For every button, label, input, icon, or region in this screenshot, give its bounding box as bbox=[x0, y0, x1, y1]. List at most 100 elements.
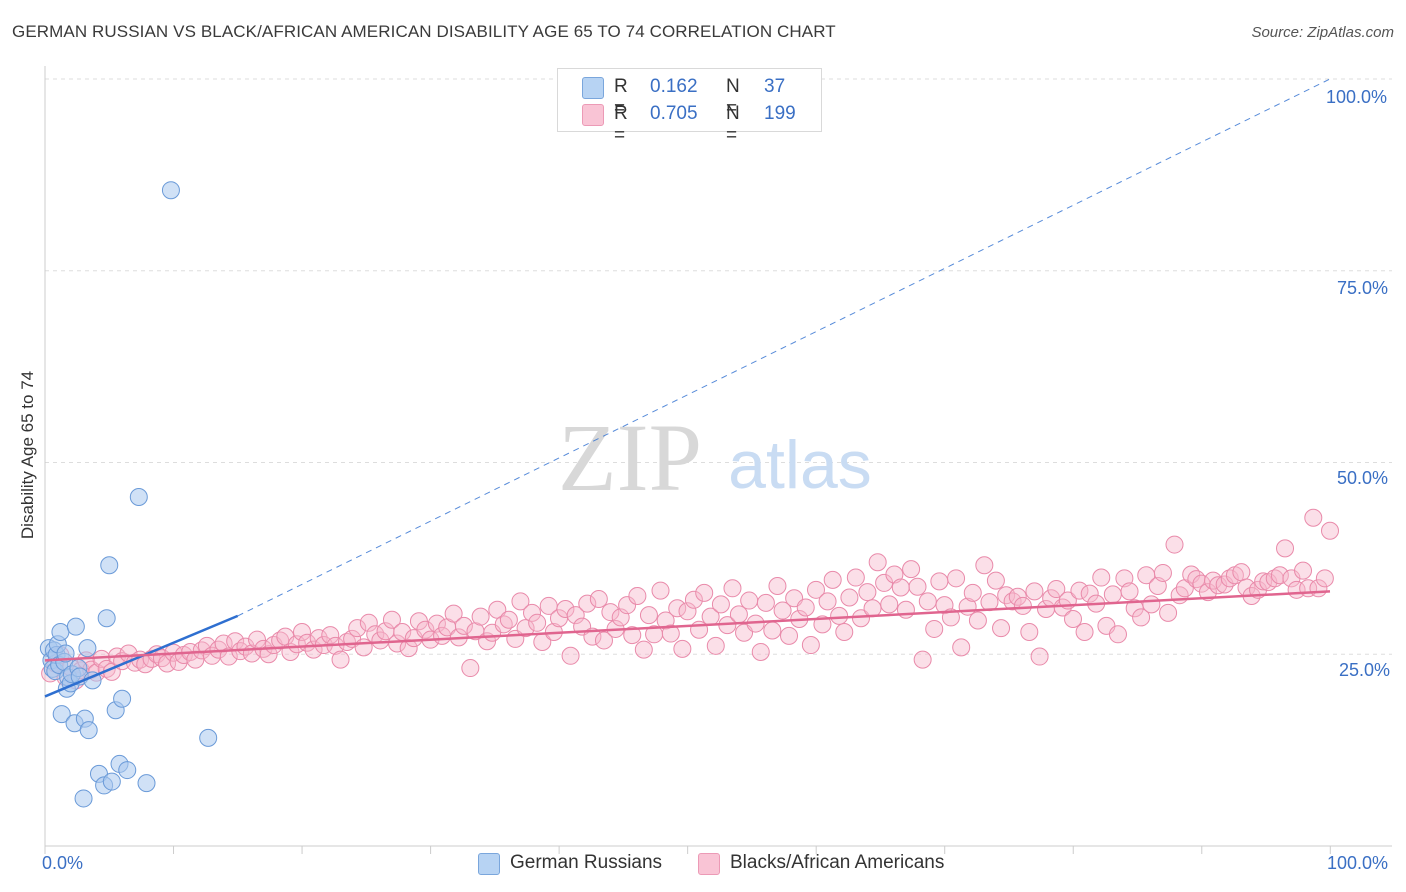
point-blacks-african-americans bbox=[896, 600, 915, 619]
point-blacks-african-americans bbox=[930, 572, 949, 591]
regression-blacks-african-americans bbox=[44, 590, 1331, 662]
point-blacks-african-americans bbox=[1294, 561, 1313, 580]
point-blacks-african-americans bbox=[880, 595, 899, 614]
point-blacks-african-americans bbox=[1008, 587, 1027, 606]
point-blacks-african-americans bbox=[293, 623, 311, 642]
y-tick-25: 25.0% bbox=[1339, 660, 1391, 680]
point-blacks-african-americans bbox=[823, 570, 842, 589]
point-blacks-african-americans bbox=[1125, 599, 1144, 618]
point-blacks-african-americans bbox=[780, 626, 799, 645]
point-blacks-african-americans bbox=[1047, 580, 1066, 599]
regression-german-russians-extension bbox=[237, 78, 1331, 617]
point-blacks-african-americans bbox=[634, 640, 653, 659]
chart-title: GERMAN RUSSIAN VS BLACK/AFRICAN AMERICAN… bbox=[12, 22, 836, 41]
point-blacks-african-americans bbox=[354, 638, 373, 657]
point-blacks-african-americans bbox=[348, 619, 367, 638]
point-blacks-african-americans bbox=[651, 581, 670, 600]
point-blacks-african-americans bbox=[807, 580, 825, 599]
point-blacks-african-americans bbox=[801, 636, 820, 655]
point-blacks-african-americans bbox=[1304, 508, 1323, 527]
point-blacks-african-americans bbox=[454, 616, 473, 635]
point-blacks-african-americans bbox=[1030, 647, 1049, 666]
point-blacks-african-americans bbox=[913, 650, 932, 669]
point-blacks-african-americans bbox=[561, 646, 580, 665]
point-blacks-african-americans bbox=[1142, 595, 1161, 614]
point-blacks-african-americans bbox=[219, 647, 238, 666]
point-blacks-african-americans bbox=[618, 596, 637, 615]
point-blacks-african-americans bbox=[1270, 566, 1289, 585]
point-blacks-african-americans bbox=[840, 588, 859, 607]
legend-n-label: N = bbox=[726, 103, 740, 146]
point-blacks-african-americans bbox=[1080, 584, 1099, 603]
legend-n-label: N = bbox=[726, 76, 740, 119]
point-blacks-african-americans bbox=[678, 602, 697, 621]
point-blacks-african-americans bbox=[1198, 583, 1217, 602]
point-blacks-african-americans bbox=[668, 599, 687, 618]
legend-r-label: R = bbox=[614, 103, 628, 146]
point-blacks-african-americans bbox=[1276, 539, 1295, 558]
point-blacks-african-americans bbox=[952, 638, 971, 657]
point-blacks-african-americans bbox=[918, 592, 937, 611]
point-blacks-african-americans bbox=[1209, 576, 1228, 595]
point-blacks-african-americans bbox=[1013, 596, 1032, 615]
point-blacks-african-americans bbox=[885, 565, 904, 584]
watermark-atlas: atlas bbox=[728, 427, 872, 503]
point-german-russians bbox=[137, 774, 156, 793]
point-blacks-african-americans bbox=[639, 606, 658, 625]
point-blacks-african-americans bbox=[1220, 569, 1239, 588]
point-blacks-african-americans bbox=[331, 650, 350, 669]
y-axis-label: Disability Age 65 to 74 bbox=[18, 370, 37, 540]
point-blacks-african-americans bbox=[1165, 535, 1184, 554]
bottom-legend-label: German Russians bbox=[510, 852, 663, 873]
point-blacks-african-americans bbox=[628, 586, 647, 605]
legend-r-value: 0.705 bbox=[650, 103, 698, 124]
point-blacks-african-americans bbox=[711, 595, 730, 614]
point-blacks-african-americans bbox=[259, 645, 278, 664]
point-german-russians bbox=[102, 772, 121, 791]
axes bbox=[44, 66, 1392, 854]
point-blacks-african-americans bbox=[846, 568, 865, 587]
point-blacks-african-americans bbox=[337, 632, 356, 651]
point-blacks-african-americans bbox=[382, 610, 401, 629]
point-blacks-african-americans bbox=[1315, 569, 1334, 588]
bottom-legend-label: Blacks/African Americans bbox=[730, 852, 945, 873]
point-blacks-african-americans bbox=[1075, 623, 1094, 642]
point-blacks-african-americans bbox=[830, 606, 849, 625]
point-blacks-african-americans bbox=[1321, 521, 1339, 540]
series-blacks-african-americans bbox=[41, 508, 1339, 690]
point-blacks-african-americans bbox=[902, 560, 921, 579]
point-german-russians bbox=[79, 721, 98, 740]
point-blacks-african-americans bbox=[416, 620, 435, 639]
point-blacks-african-americans bbox=[975, 556, 994, 575]
point-german-russians bbox=[113, 689, 132, 708]
point-blacks-african-americans bbox=[471, 607, 490, 626]
point-blacks-african-americans bbox=[796, 598, 815, 617]
legend-n-value: 37 bbox=[764, 76, 786, 97]
point-german-russians bbox=[78, 639, 97, 658]
point-blacks-african-americans bbox=[528, 613, 547, 632]
point-blacks-african-americans bbox=[963, 583, 982, 602]
point-blacks-african-americans bbox=[578, 594, 597, 613]
point-blacks-african-americans bbox=[925, 619, 944, 638]
point-german-russians bbox=[100, 556, 119, 575]
point-blacks-african-americans bbox=[992, 619, 1011, 638]
point-blacks-african-americans bbox=[868, 553, 887, 572]
point-blacks-african-americans bbox=[684, 590, 703, 609]
point-german-russians bbox=[161, 181, 180, 200]
point-blacks-african-americans bbox=[623, 626, 642, 645]
point-blacks-african-americans bbox=[499, 610, 518, 629]
point-blacks-african-americans bbox=[461, 659, 480, 678]
point-german-russians bbox=[66, 617, 85, 636]
point-german-russians bbox=[97, 609, 116, 628]
point-blacks-african-americans bbox=[556, 599, 575, 618]
point-blacks-african-americans bbox=[1254, 572, 1273, 591]
point-blacks-african-americans bbox=[740, 591, 759, 610]
point-blacks-african-americans bbox=[594, 631, 613, 650]
point-blacks-african-americans bbox=[756, 593, 775, 612]
point-blacks-african-americans bbox=[1108, 625, 1127, 644]
point-blacks-african-americans bbox=[947, 569, 966, 588]
point-blacks-african-americans bbox=[1232, 563, 1251, 582]
point-blacks-african-americans bbox=[1153, 563, 1172, 582]
point-blacks-african-americans bbox=[908, 577, 927, 596]
